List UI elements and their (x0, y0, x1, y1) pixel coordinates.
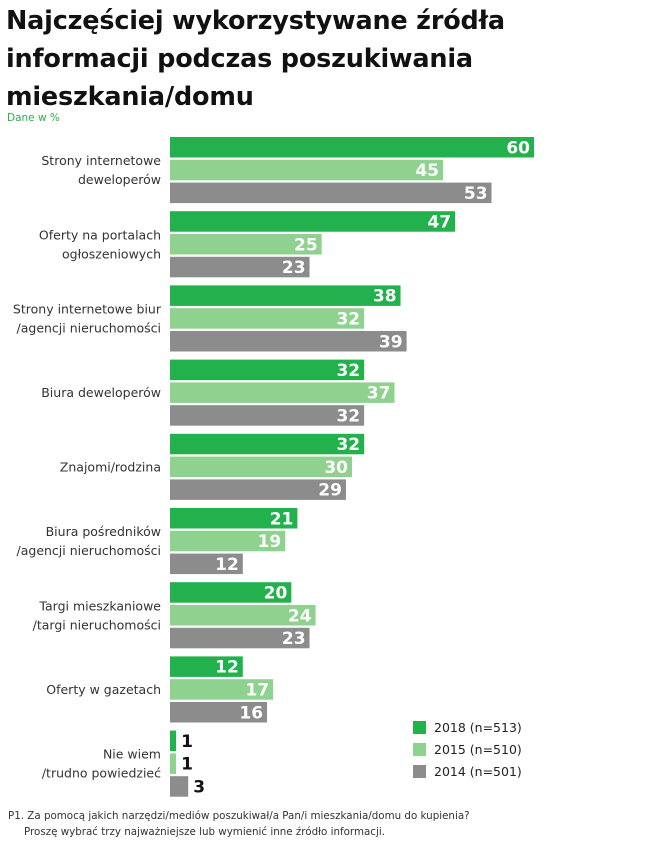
data-label: 20 (264, 583, 288, 603)
category-label-line: /agencji nieruchomości (17, 543, 161, 558)
bar (170, 234, 322, 255)
legend: 2018 (n=513) 2015 (n=510) 2014 (n=501) (413, 716, 522, 782)
legend-label-2014: 2014 (n=501) (434, 763, 522, 779)
data-label: 45 (415, 161, 439, 181)
footnote-question: P1. Za pomocą jakich narzędzi/mediów pos… (8, 810, 470, 822)
data-label: 53 (464, 184, 488, 204)
legend-swatch-2018 (413, 720, 426, 734)
category-label-line: Strony internetowe biur (13, 301, 162, 316)
data-label: 19 (258, 532, 282, 552)
footnote-instruction: Proszę wybrać trzy najważniejsze lub wym… (24, 826, 385, 838)
bar (170, 159, 443, 181)
category-label-line: /targi nieruchomości (33, 617, 161, 632)
data-label: 23 (282, 258, 306, 278)
category-label: Targi mieszkaniowe/targi nieruchomości (33, 598, 162, 632)
legend-swatch-2014 (413, 764, 426, 778)
legend-item-2015: 2015 (n=510) (413, 738, 522, 760)
footnote: P1. Za pomocą jakich narzędzi/mediów pos… (8, 808, 643, 840)
bar (170, 182, 492, 204)
bar (170, 405, 365, 426)
bar (170, 256, 310, 278)
data-label: 23 (282, 629, 306, 649)
data-label: 12 (215, 555, 239, 575)
bar (170, 776, 189, 797)
category-label-line: Targi mieszkaniowe (38, 598, 161, 613)
bar (170, 627, 310, 649)
data-label: 16 (239, 703, 263, 723)
unit-note: Dane w % (7, 112, 60, 124)
data-label: 29 (318, 481, 342, 501)
data-label: 3 (193, 777, 205, 797)
category-label: Strony internetowe deweloperów (41, 153, 161, 187)
category-label: Oferty na portalach ogłoszeniowych (39, 227, 161, 261)
bar (170, 359, 365, 381)
legend-item-2014: 2014 (n=501) (413, 760, 522, 782)
data-label: 30 (324, 458, 348, 478)
legend-label-2015: 2015 (n=510) (434, 741, 522, 757)
legend-swatch-2015 (413, 742, 426, 756)
bar (170, 679, 274, 700)
category-label: Strony internetowe biur/agencji nierucho… (13, 301, 162, 335)
bar (170, 753, 177, 774)
category-label-line: ogłoszeniowych (62, 246, 161, 261)
bar (170, 433, 365, 455)
data-label: 17 (245, 680, 269, 700)
bar (170, 582, 292, 603)
data-label: 1 (181, 732, 193, 752)
data-label: 21 (270, 509, 294, 529)
data-label: 32 (336, 361, 360, 381)
category-label: Oferty w gazetach (46, 682, 161, 697)
data-label: 47 (427, 212, 451, 232)
category-label-line: /trudno powiedzieć (42, 766, 161, 781)
data-label: 32 (336, 406, 360, 426)
bar (170, 456, 352, 478)
legend-label-2018: 2018 (n=513) (434, 719, 522, 735)
category-label-line: Biura deweloperów (41, 385, 161, 400)
data-label: 32 (336, 435, 360, 455)
data-label: 25 (294, 235, 318, 255)
bar (170, 211, 456, 232)
chart-title: Najczęściej wykorzystywane źródła inform… (6, 6, 505, 112)
bar (170, 730, 177, 752)
bar (170, 656, 243, 677)
data-label: 24 (288, 606, 312, 626)
bar (170, 137, 534, 158)
legend-item-2018: 2018 (n=513) (413, 716, 522, 738)
data-label: 37 (367, 384, 391, 404)
bar (170, 530, 286, 552)
category-label-line: Oferty w gazetach (46, 682, 161, 697)
data-label: 39 (379, 332, 403, 352)
category-label-line: Biura pośredników (46, 524, 161, 539)
category-label: Znajomi/rodzina (60, 459, 161, 474)
data-label: 60 (506, 138, 530, 158)
category-label-line: /agencji nieruchomości (17, 320, 161, 335)
data-label: 32 (336, 309, 360, 329)
category-label-line: deweloperów (78, 172, 161, 187)
data-label: 12 (215, 658, 239, 678)
bar (170, 553, 243, 575)
category-label: Nie wiem/trudno powiedzieć (42, 747, 161, 781)
bar (170, 605, 316, 626)
bar (170, 331, 407, 352)
category-label-line: Znajomi/rodzina (60, 459, 161, 474)
category-label: Biura deweloperów (41, 385, 161, 400)
bar (170, 702, 268, 723)
bar (170, 285, 401, 306)
data-label: 1 (181, 755, 193, 775)
category-label-line: Strony internetowe (41, 153, 161, 168)
category-label-line: Oferty na portalach (39, 227, 161, 242)
bar (170, 382, 395, 403)
category-label: Biura pośredników/agencji nieruchomości (17, 524, 161, 558)
bar (170, 308, 365, 329)
data-label: 38 (373, 287, 397, 307)
bar (170, 508, 298, 529)
category-label-line: Nie wiem (103, 747, 161, 762)
bar (170, 479, 346, 500)
